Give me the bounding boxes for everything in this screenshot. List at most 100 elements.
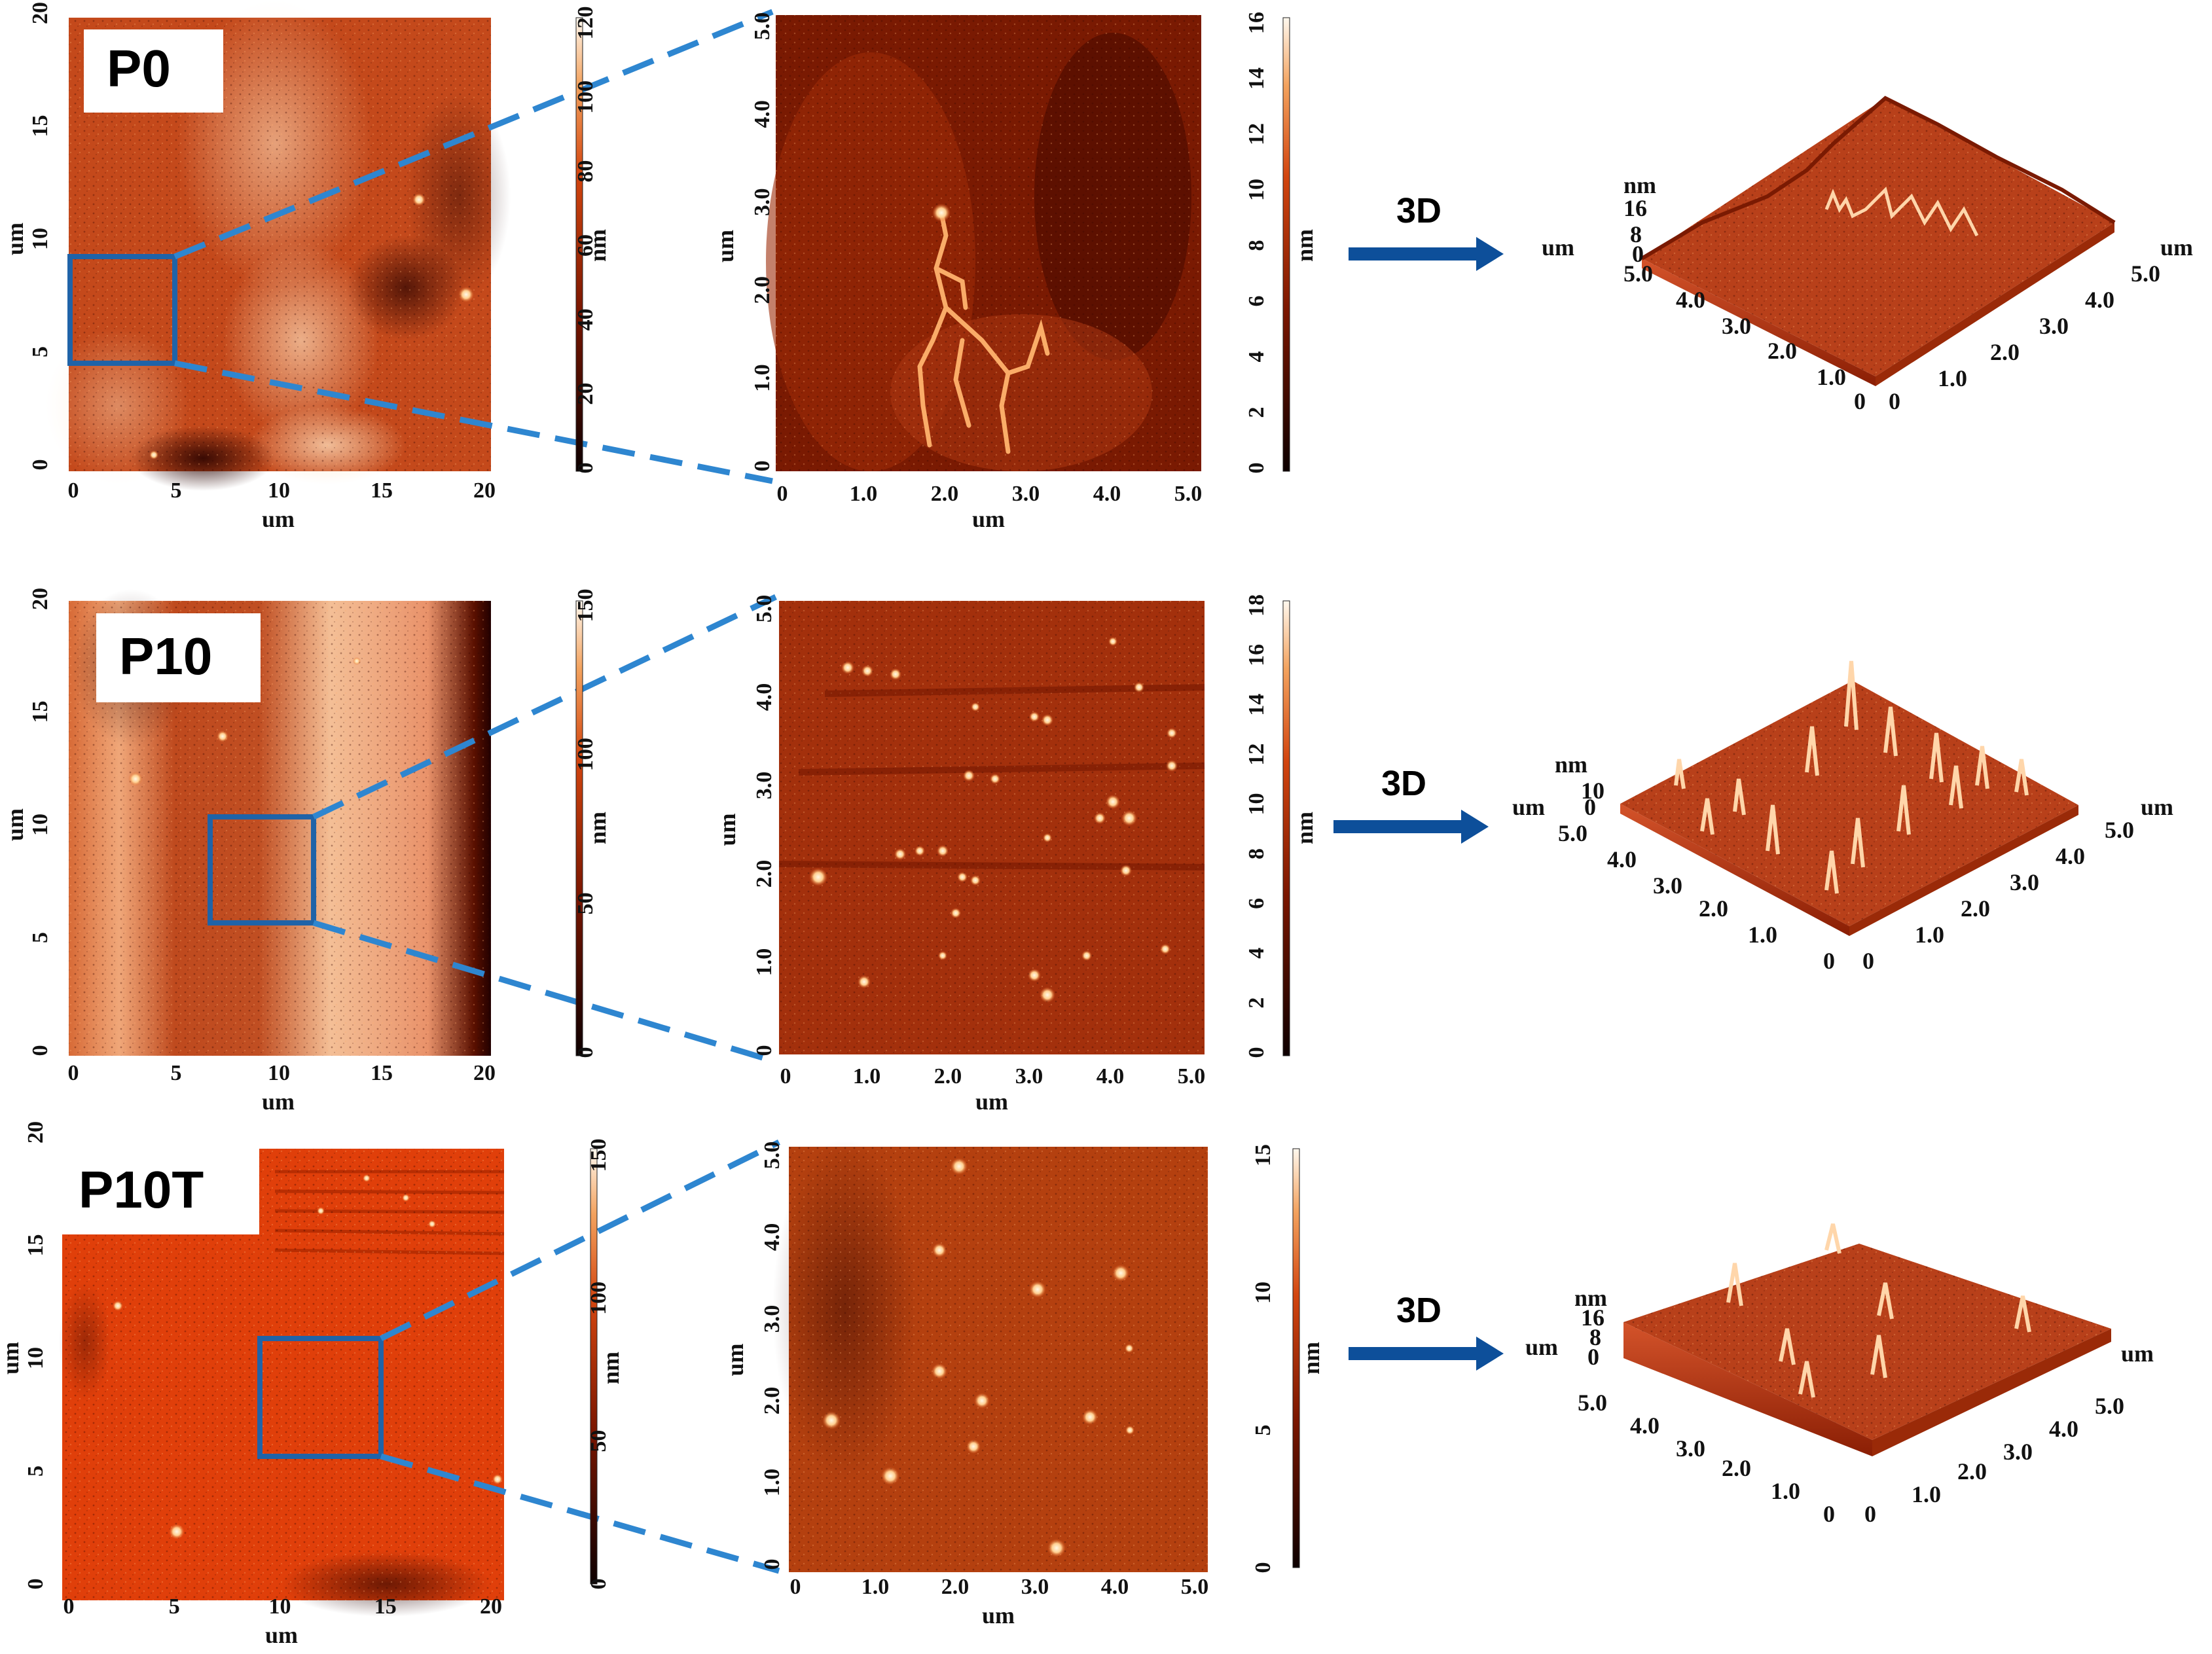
colorbar-tick-label: 5 [1251,1425,1275,1436]
x-axis-unit: um [265,1622,298,1648]
colorbar-tick-label: 12 [1244,123,1269,145]
x-tick-label: 0 [68,478,79,503]
x-tick-label: 0 [63,1594,75,1619]
y-tick-label: 0 [760,1559,784,1570]
surface-right-tick: 0 [1862,948,1874,974]
y-tick-label: 20 [24,1121,48,1143]
surface-left-tick: 4.0 [1630,1412,1659,1439]
y-tick-label: 4.0 [750,100,774,128]
z-tick-label: 0 [1632,241,1644,267]
row-p10: P10 [69,589,2078,1065]
z-tick-label: 8 [1589,1324,1601,1350]
sample-label: P10 [119,627,212,685]
colorbar-tick-label: 0 [573,1047,598,1058]
z-tick-label: 0 [1587,1344,1599,1370]
y-axis-unit: um [0,1342,24,1375]
arrow-3d [1349,1337,1504,1371]
x-tick-label: 0 [68,1061,79,1085]
x-tick-label: 4.0 [1097,1064,1125,1088]
x-tick-label: 15 [371,478,393,503]
surface-right-tick: 0 [1864,1501,1876,1527]
colorbar-tick-label: 4 [1244,948,1269,959]
surface-right-unit: um [2141,794,2173,820]
colorbar-tick-label: 150 [587,1139,611,1172]
y-tick-label: 1.0 [760,1469,784,1497]
x-tick-label: 5.0 [1178,1064,1206,1088]
y-tick-label: 5.0 [752,595,776,623]
sample-label-box [56,1148,259,1234]
colorbar-tick-label: 50 [587,1430,611,1452]
y-tick-label: 5 [28,932,52,943]
arrow-3d-label: 3D [1381,764,1426,803]
x-tick-label: 3.0 [1021,1575,1049,1599]
x-tick-label: 10 [268,1061,290,1085]
colorbar-tick-label: 8 [1244,240,1269,251]
surface-right-tick: 4.0 [2056,843,2085,869]
colorbar-unit: nm [1292,229,1318,262]
x-tick-label: 5.0 [1181,1575,1209,1599]
colorbar-tick-label: 14 [1244,694,1269,716]
colorbar-tick-label: 100 [587,1282,611,1315]
y-tick-label: 10 [24,1347,48,1369]
y-tick-label: 1.0 [750,364,774,392]
arrow-3d-label: 3D [1396,1291,1441,1330]
surface-right-unit: um [2160,234,2193,261]
colorbar-zoom [1292,1148,1300,1568]
surface-right-tick: 5.0 [2105,817,2134,843]
colorbar-tick-label: 10 [1244,793,1269,816]
colorbar-tick-label: 10 [1251,1282,1275,1304]
x-tick-label: 1.0 [853,1064,881,1088]
y-tick-label: 10 [28,228,52,250]
x-tick-label: 15 [374,1594,397,1619]
surface-left-unit: um [1525,1334,1558,1360]
y-tick-label: 4.0 [760,1223,784,1251]
surface-right-tick: 1.0 [1938,365,1967,391]
colorbar-large [590,1148,598,1585]
surface-right-tick: 2.0 [1990,339,2020,365]
surface-right-unit: um [2121,1340,2154,1367]
x-tick-label: 20 [473,478,496,503]
surface-left-tick: 3.0 [1676,1435,1705,1462]
x-tick-label: 2.0 [931,482,959,506]
y-tick-label: 2.0 [752,860,776,888]
y-tick-label: 5.0 [750,12,774,41]
colorbar-tick-label: 0 [1244,1047,1269,1058]
y-tick-label: 0 [28,459,52,471]
colorbar-tick-label: 15 [1251,1144,1275,1166]
zoom-connector-top [312,594,777,820]
z-axis-unit: nm [1574,1285,1607,1311]
colorbar-unit: nm [585,229,611,262]
selection-box [257,1336,384,1459]
x-tick-label: 20 [473,1061,496,1085]
y-tick-label: 2.0 [760,1387,784,1415]
x-tick-label: 5 [171,1061,182,1085]
sample-label: P10T [79,1160,204,1219]
colorbar-tick-label: 100 [573,738,598,771]
surface-right-tick: 1.0 [1915,922,1944,948]
surface-left-tick: 1.0 [1771,1478,1800,1504]
afm-image-zoom [772,1139,1208,1572]
colorbar-tick-label: 60 [573,234,598,257]
surface-left-tick: 4.0 [1676,287,1705,313]
surface-3d [1620,660,2078,936]
surface-right-tick: 5.0 [2131,261,2160,287]
afm-image-zoom [766,15,1201,471]
sample-label: P0 [107,39,171,98]
y-axis-unit: um [2,223,28,255]
x-tick-label: 2.0 [941,1575,970,1599]
colorbar-unit: nm [1292,812,1318,844]
surface-left-tick: 2.0 [1722,1455,1751,1481]
y-axis-unit: um [712,230,738,262]
surface-right-tick: 4.0 [2049,1416,2078,1442]
colorbar-unit: nm [585,812,611,844]
colorbar-tick-label: 6 [1244,898,1269,909]
surface-right-tick: 0 [1889,388,1900,414]
y-axis-unit: um [722,1343,748,1376]
colorbar-tick-label: 0 [573,463,598,474]
y-tick-label: 15 [28,115,52,137]
surface-left-tick: 0 [1854,388,1866,414]
surface-right-tick: 2.0 [1957,1458,1987,1484]
colorbar-unit: nm [598,1352,624,1384]
